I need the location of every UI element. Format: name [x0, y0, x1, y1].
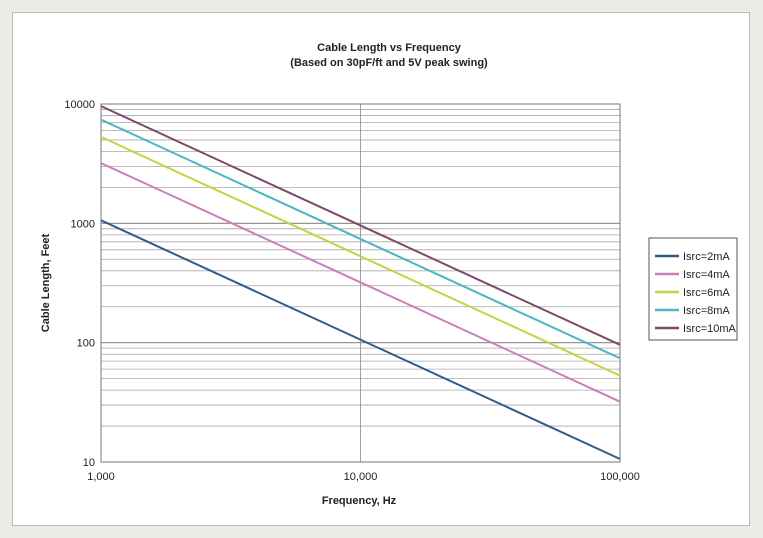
legend-label-5: Isrc=10mA [683, 323, 737, 335]
series-line-2 [100, 162, 621, 403]
legend-label-4: Isrc=8mA [683, 305, 730, 317]
grid-lines [100, 103, 621, 463]
chart-subtitle: (Based on 30pF/ft and 5V peak swing) [290, 57, 488, 69]
y-axis-label: Cable Length, Feet [40, 233, 52, 332]
y-tick-label: 100 [77, 338, 95, 350]
series-line-3 [100, 135, 621, 377]
legend-label-3: Isrc=6mA [683, 287, 730, 299]
legend-label-1: Isrc=2mA [683, 251, 730, 263]
plot-area [100, 103, 621, 463]
y-tick-label: 1000 [71, 218, 95, 230]
legend: Isrc=2mA Isrc=4mA Isrc=6mA Isrc=8mA Isrc=10m… [648, 237, 738, 341]
series-line-1 [100, 219, 621, 460]
x-axis-label: Frequency, Hz [322, 495, 397, 507]
chart-figure: Cable Length vs Frequency (Based on 30pF… [12, 12, 750, 526]
y-tick-label: 10 [83, 457, 95, 469]
y-axis-ticks: 10 100 1000 10000 [64, 99, 95, 469]
series-line-5 [100, 105, 621, 346]
series-line-4 [100, 118, 621, 360]
legend-label-2: Isrc=4mA [683, 269, 730, 281]
chart-svg: Cable Length vs Frequency (Based on 30pF… [40, 42, 738, 507]
series-lines [100, 105, 621, 460]
y-tick-label: 10000 [64, 99, 95, 111]
x-tick-label: 10,000 [344, 471, 378, 483]
x-tick-label: 1,000 [87, 471, 115, 483]
x-tick-label: 100,000 [600, 471, 640, 483]
chart-title: Cable Length vs Frequency [317, 42, 462, 54]
x-axis-ticks: 1,000 10,000 100,000 [87, 471, 640, 483]
